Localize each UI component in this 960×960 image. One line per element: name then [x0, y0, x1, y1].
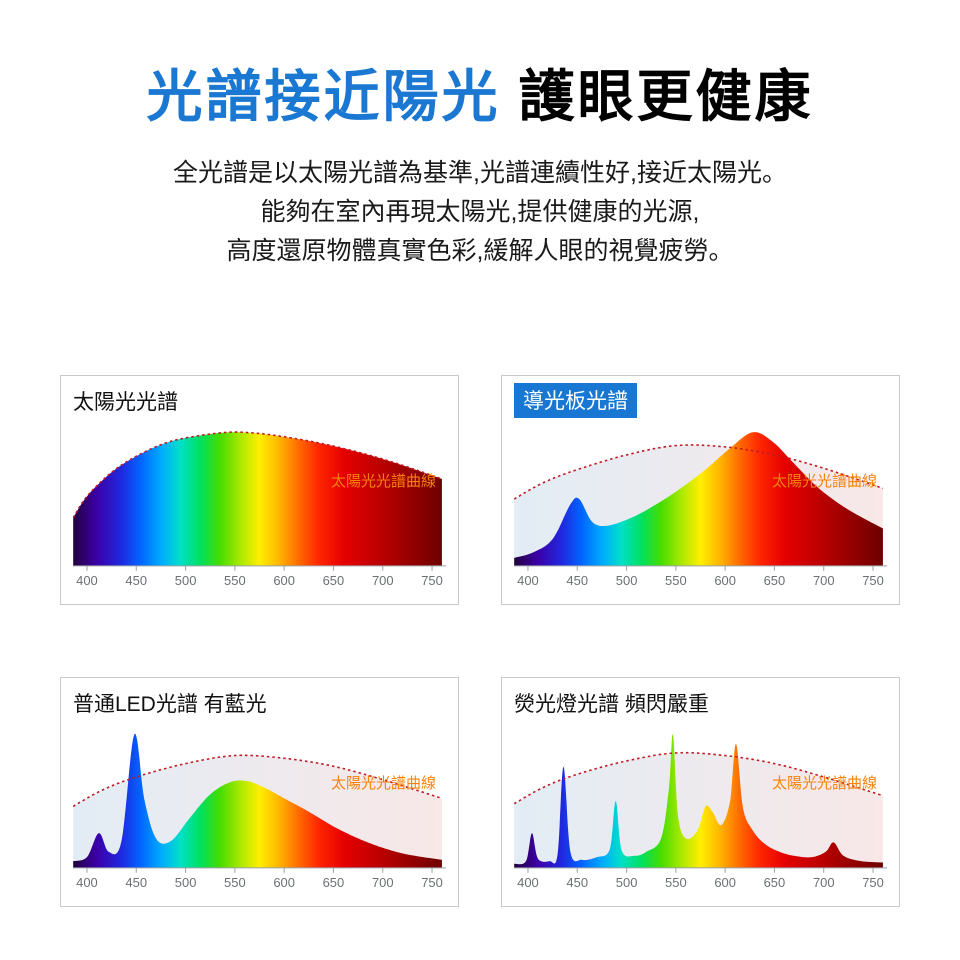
axis-tick-label: 400	[76, 874, 98, 889]
spectrum-plot: 400 450 500 550 600 650 700 750	[72, 720, 446, 898]
spectrum-area	[514, 431, 883, 566]
spectrum-chart-svg: 400 450 500 550 600 650 700 750	[72, 733, 446, 889]
axis-tick-label: 700	[372, 572, 394, 587]
description-line-3: 高度還原物體真實色彩,緩解人眼的視覺疲勞。	[226, 236, 734, 265]
spectrum-plot: 400 450 500 550 600 650 700 750	[72, 418, 446, 596]
spectrum-chart-svg: 400 450 500 550 600 650 700 750	[513, 431, 887, 587]
spectrum-chart-svg: 400 450 500 550 600 650 700 750	[513, 733, 887, 889]
spectrum-plot: 400 450 500 550 600 650 700 750	[513, 418, 887, 596]
axis-tick-label: 450	[566, 572, 588, 587]
spectrum-area	[73, 431, 442, 566]
axis-tick-label: 600	[273, 572, 295, 587]
description-line-2: 能夠在室內再現太陽光,提供健康的光源,	[260, 197, 700, 226]
axis-tick-label: 450	[125, 874, 147, 889]
chart-card-led: 普通LED光譜 有藍光 400 450 500 550 600 650 700 750 太陽光…	[60, 676, 459, 907]
spectrum-plot: 400 450 500 550 600 650 700 750	[513, 720, 887, 898]
axis-tick-label: 750	[421, 572, 443, 587]
axis-tick-label: 450	[566, 874, 588, 889]
chart-title: 太陽光光譜	[73, 390, 178, 414]
page-title-black: 護眼更健康	[518, 65, 814, 128]
axis-tick-label: 650	[764, 572, 786, 587]
axis-tick-label: 700	[813, 874, 835, 889]
chart-header: 普通LED光譜 有藍光	[73, 686, 446, 720]
chart-title: 導光板光譜	[514, 383, 637, 419]
charts-grid: 太陽光光譜 400 450 500 550 600 650 700 750 太陽光光譜曲線 導…	[60, 374, 900, 907]
chart-card-sunlight: 太陽光光譜 400 450 500 550 600 650 700 750 太陽光光譜曲線	[60, 374, 459, 605]
spectrum-area	[73, 733, 442, 868]
axis-tick-label: 700	[372, 874, 394, 889]
sunlight-reference-curve	[72, 754, 443, 807]
axis-tick-label: 700	[813, 572, 835, 587]
chart-card-lightguide: 導光板光譜 400 450 500 550 600 650 700 750 太陽光光譜曲線	[501, 374, 900, 605]
axis-tick-label: 550	[665, 572, 687, 587]
axis-tick-label: 600	[273, 874, 295, 889]
description: 全光譜是以太陽光譜為基準,光譜連續性好,接近太陽光。 能夠在室內再現太陽光,提供…	[0, 154, 960, 271]
chart-header: 導光板光譜	[514, 383, 887, 419]
axis-tick-label: 400	[517, 572, 539, 587]
page-title-blue: 光譜接近陽光	[146, 65, 501, 128]
axis-tick-label: 400	[76, 572, 98, 587]
axis-tick-label: 400	[517, 874, 539, 889]
description-line-1: 全光譜是以太陽光譜為基準,光譜連續性好,接近太陽光。	[173, 158, 787, 187]
axis-tick-label: 600	[714, 874, 736, 889]
spectrum-chart-svg: 400 450 500 550 600 650 700 750	[72, 430, 446, 587]
sunlight-reference-curve	[513, 751, 884, 804]
axis-tick-label: 650	[323, 572, 345, 587]
chart-title: 普通LED光譜 有藍光	[73, 692, 267, 716]
axis-tick-label: 500	[616, 874, 638, 889]
page-title: 光譜接近陽光 護眼更健康	[0, 0, 960, 128]
chart-card-fluorescent: 熒光燈光譜 頻閃嚴重 400 450 500 550 600 650 700 750 太陽光光…	[501, 676, 900, 907]
axis-tick-label: 550	[224, 572, 246, 587]
axis-tick-label: 650	[323, 874, 345, 889]
axis-tick-label: 750	[421, 874, 443, 889]
chart-title: 熒光燈光譜 頻閃嚴重	[514, 692, 709, 716]
chart-header: 熒光燈光譜 頻閃嚴重	[514, 686, 887, 720]
axis-tick-label: 500	[175, 874, 197, 889]
axis-tick-label: 550	[224, 874, 246, 889]
axis-tick-label: 600	[714, 572, 736, 587]
axis-tick-label: 500	[175, 572, 197, 587]
axis-tick-label: 450	[125, 572, 147, 587]
axis-tick-label: 750	[862, 874, 884, 889]
axis-tick-label: 500	[616, 572, 638, 587]
sunlight-reference-area	[514, 752, 883, 868]
axis-tick-label: 750	[862, 572, 884, 587]
axis-tick-label: 550	[665, 874, 687, 889]
sunlight-reference-curve	[513, 443, 884, 500]
chart-header: 太陽光光譜	[73, 384, 446, 418]
axis-tick-label: 650	[764, 874, 786, 889]
spectrum-area	[514, 733, 883, 868]
